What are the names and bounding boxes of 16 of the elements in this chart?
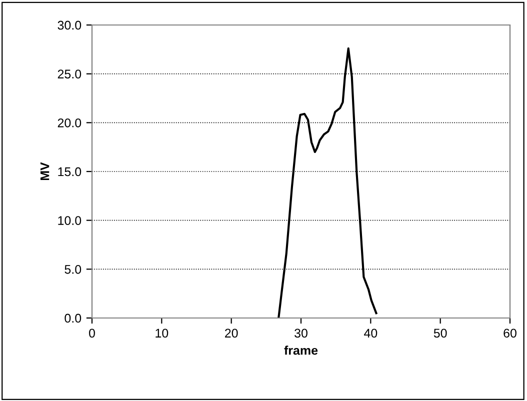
y-tick-label: 25.0	[58, 70, 82, 78]
y-tick-label: 30.0	[58, 20, 82, 30]
x-tick-label: 50	[434, 328, 447, 338]
y-tick-label: 0.0	[64, 314, 82, 323]
x-tick-label: 60	[504, 328, 516, 338]
y-axis-title: MV	[40, 162, 50, 180]
y-tick-label: 15.0	[58, 167, 82, 176]
x-tick-label: 30	[294, 328, 308, 338]
y-tick-label: 20.0	[58, 118, 82, 128]
x-tick-label: 40	[364, 328, 378, 338]
x-tick-label: 0	[89, 328, 95, 338]
x-axis-title: frame	[284, 346, 318, 355]
x-tick-label: 20	[225, 328, 238, 338]
y-tick-label: 5.0	[64, 264, 82, 274]
x-tick-label: 10	[156, 328, 168, 338]
y-tick-label: 10.0	[58, 216, 82, 225]
